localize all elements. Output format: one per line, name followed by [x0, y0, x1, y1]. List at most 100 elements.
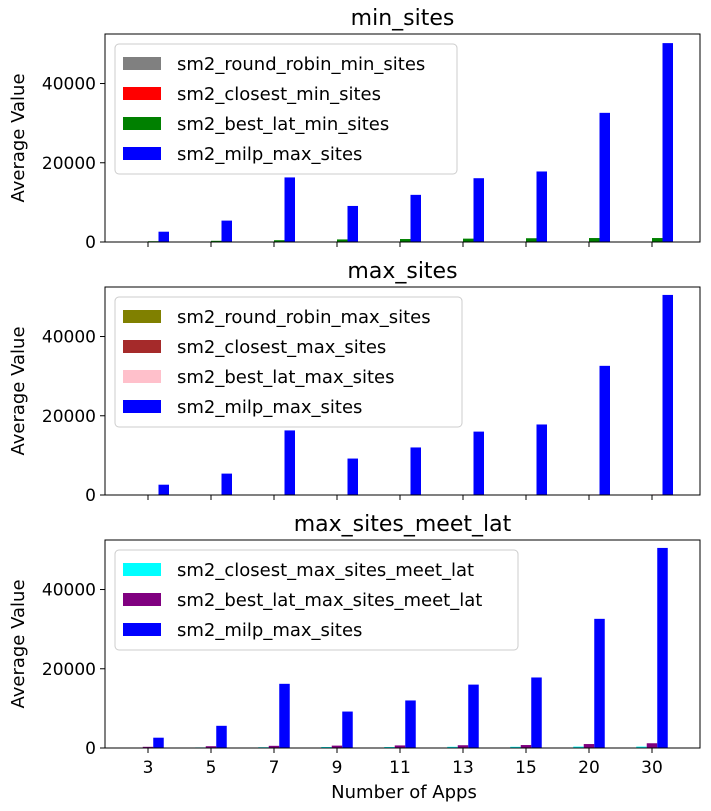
legend-swatch	[123, 370, 161, 383]
y-axis-label: Average Value	[8, 326, 29, 455]
bar-sm2_milp_max_sites-30	[662, 294, 673, 495]
legend-swatch	[123, 623, 161, 636]
legend-box	[114, 549, 519, 651]
bar-sm2_milp_max_sites-30	[657, 547, 668, 748]
x-tick-label: 20	[578, 758, 600, 778]
bar-sm2_closest_max_sites_meet_lat-30	[636, 746, 647, 748]
y-tick-label: 20000	[42, 154, 96, 174]
legend-swatch	[123, 400, 161, 413]
bar-sm2_closest_max_sites_meet_lat-20	[573, 746, 584, 748]
bar-sm2_best_lat_max_sites_meet_lat-5	[205, 746, 217, 748]
legend-entry: sm2_round_robin_min_sites	[177, 54, 425, 75]
bar-sm2_best_lat_max_sites_meet_lat-9	[331, 745, 343, 748]
legend-entry: sm2_best_lat_min_sites	[177, 114, 389, 135]
legend: sm2_round_robin_min_sites sm2_closest_min…	[114, 43, 458, 175]
axes-frame	[104, 33, 701, 243]
y-tick-label: 0	[85, 739, 96, 759]
bar-sm2_best_lat_max_sites_meet_lat-13	[457, 745, 469, 748]
bar-sm2_best_lat_min_sites-20	[589, 238, 600, 242]
bar-sm2_closest_max_sites_meet_lat-15	[510, 746, 521, 748]
bar-sm2_milp_max_sites-15	[536, 424, 547, 495]
legend-swatch	[123, 147, 161, 160]
bar-sm2_best_lat_max_sites_meet_lat-11	[394, 745, 406, 748]
bar-sm2_best_lat_max_sites_meet_lat-3	[142, 746, 154, 748]
legend-swatch	[123, 87, 161, 100]
legend-entry: sm2_milp_max_sites	[177, 397, 362, 418]
bar-sm2_best_lat_min_sites-9	[337, 239, 348, 242]
bar-sm2_milp_max_sites-3	[153, 737, 164, 748]
bar-sm2_best_lat_min_sites-30	[652, 238, 663, 242]
legend-entry: sm2_closest_max_sites_meet_lat	[177, 560, 474, 581]
bar-sm2_milp_max_sites-11	[405, 700, 416, 748]
bar-sm2_milp_max_sites-13	[473, 431, 484, 495]
bar-sm2_milp_max_sites-20	[599, 365, 610, 495]
bar-sm2_best_lat_min_sites-13	[463, 238, 474, 242]
bar-sm2_best_lat_max_sites_meet_lat-30	[646, 743, 658, 748]
bar-sm2_milp_max_sites-15	[536, 171, 547, 242]
bar-sm2_best_lat_min_sites-15	[526, 238, 537, 242]
bar-sm2_milp_max_sites-20	[594, 618, 605, 748]
bar-sm2_milp_max_sites-7	[284, 430, 295, 495]
legend-entry: sm2_round_robin_max_sites	[177, 307, 431, 328]
legend-entry: sm2_best_lat_max_sites_meet_lat	[177, 590, 482, 611]
bar-sm2_closest_max_sites_meet_lat-13	[447, 746, 458, 748]
x-tick-label: 30	[641, 758, 663, 778]
legend-entry: sm2_closest_min_sites	[177, 84, 381, 105]
y-tick-label: 40000	[42, 75, 96, 95]
legend-entry: sm2_closest_max_sites	[177, 337, 386, 358]
chart-title: min_sites	[351, 6, 455, 31]
x-axis-label: Number of Apps	[331, 782, 477, 803]
bar-sm2_best_lat_min_sites-11	[400, 239, 411, 242]
x-tick-label: 11	[389, 758, 411, 778]
legend-swatch	[123, 310, 161, 323]
y-tick-label: 40000	[42, 581, 96, 601]
chart-title: max_sites_meet_lat	[294, 512, 512, 537]
bar-sm2_milp_max_sites-7	[279, 683, 290, 748]
bar-sm2_milp_max_sites-9	[342, 711, 353, 748]
bar-sm2_best_lat_max_sites_meet_lat-15	[520, 745, 532, 748]
chart-panel-3: max_sites_meet_lat Average Value 0 20000 400…	[8, 512, 701, 778]
axes-frame	[104, 286, 701, 496]
bar-sm2_milp_max_sites-9	[347, 205, 358, 242]
bar-sm2_milp_max_sites-11	[410, 194, 421, 242]
bar-sm2_best_lat_max_sites_meet_lat-20	[583, 744, 595, 748]
legend: sm2_closest_max_sites_meet_lat sm2_best_l…	[114, 549, 519, 651]
bar-sm2_milp_max_sites-5	[216, 725, 227, 748]
x-tick-label: 9	[332, 758, 343, 778]
bar-sm2_milp_max_sites-5	[221, 220, 232, 242]
legend-swatch	[123, 340, 161, 353]
bar-sm2_milp_max_sites-20	[599, 112, 610, 242]
bar-sm2_milp_max_sites-7	[284, 177, 295, 242]
legend-swatch	[123, 117, 161, 130]
bar-sm2_milp_max_sites-30	[662, 43, 673, 242]
legend: sm2_round_robin_max_sites sm2_closest_max…	[114, 296, 463, 428]
bar-sm2_milp_max_sites-11	[410, 447, 421, 495]
bar-sm2_milp_max_sites-3	[158, 231, 169, 242]
legend-box	[114, 296, 463, 428]
y-tick-label: 20000	[42, 660, 96, 680]
chart-panel-2: max_sites Average Value 0 20000 40000 sm2_rou…	[8, 259, 701, 506]
bar-sm2_milp_max_sites-3	[158, 484, 169, 495]
bar-sm2_best_lat_max_sites_meet_lat-7	[268, 745, 280, 748]
bar-sm2_milp_max_sites-13	[473, 178, 484, 242]
chart-title: max_sites	[347, 259, 457, 284]
y-tick-label: 0	[85, 486, 96, 506]
legend-box	[114, 43, 458, 175]
x-tick-label: 3	[143, 758, 154, 778]
bar-sm2_milp_max_sites-13	[468, 684, 479, 748]
y-axis-label: Average Value	[8, 579, 29, 708]
legend-entry: sm2_best_lat_max_sites	[177, 367, 395, 388]
chart-panel-1: min_sites Average Value 0 20000 40000 sm2_rou…	[8, 6, 701, 253]
y-axis-label: Average Value	[8, 73, 29, 202]
legend-swatch	[123, 593, 161, 606]
y-tick-label: 20000	[42, 407, 96, 427]
x-tick-label: 7	[269, 758, 280, 778]
bar-sm2_milp_max_sites-9	[347, 458, 358, 495]
bar-sm2_best_lat_min_sites-7	[274, 240, 285, 242]
bar-sm2_milp_max_sites-5	[221, 473, 232, 495]
y-tick-label: 40000	[42, 328, 96, 348]
x-tick-label: 5	[206, 758, 217, 778]
bar-sm2_milp_max_sites-15	[531, 677, 542, 748]
legend-entry: sm2_milp_max_sites	[177, 144, 362, 165]
